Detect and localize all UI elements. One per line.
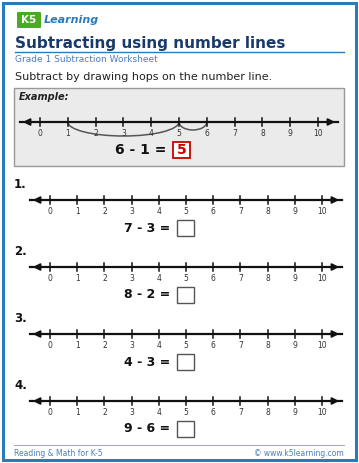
Text: 7: 7 <box>238 207 243 216</box>
Text: 9: 9 <box>288 129 293 138</box>
Text: 9: 9 <box>292 274 297 283</box>
Text: 8: 8 <box>265 408 270 417</box>
Bar <box>173 142 190 158</box>
Text: 4: 4 <box>149 129 154 138</box>
Text: 5: 5 <box>183 341 188 350</box>
Bar <box>177 421 194 437</box>
Bar <box>177 354 194 370</box>
Text: 3: 3 <box>129 207 134 216</box>
Text: 7 - 3 =: 7 - 3 = <box>124 221 175 234</box>
Text: 6 - 1 =: 6 - 1 = <box>115 143 171 157</box>
Text: 3: 3 <box>129 274 134 283</box>
Text: 0: 0 <box>47 408 52 417</box>
Text: 2: 2 <box>102 341 107 350</box>
Text: 5: 5 <box>177 143 186 157</box>
Text: 10: 10 <box>317 341 327 350</box>
Text: 8: 8 <box>265 207 270 216</box>
Text: 2.: 2. <box>14 245 27 258</box>
Text: 5: 5 <box>183 274 188 283</box>
Text: 1: 1 <box>75 207 80 216</box>
Text: 0: 0 <box>38 129 42 138</box>
Text: 1: 1 <box>65 129 70 138</box>
Text: 8: 8 <box>260 129 265 138</box>
Text: 10: 10 <box>317 408 327 417</box>
Text: 6: 6 <box>211 274 216 283</box>
Text: 2: 2 <box>93 129 98 138</box>
Text: 9 - 6 =: 9 - 6 = <box>125 423 175 436</box>
Text: 4: 4 <box>157 408 161 417</box>
Text: 6: 6 <box>211 408 216 417</box>
Text: 1: 1 <box>75 408 80 417</box>
Text: 1: 1 <box>75 274 80 283</box>
Text: Example:: Example: <box>19 92 70 102</box>
FancyBboxPatch shape <box>17 12 41 28</box>
Text: 0: 0 <box>47 207 52 216</box>
Text: 3.: 3. <box>14 312 27 325</box>
Text: K5: K5 <box>22 15 37 25</box>
Bar <box>177 287 194 303</box>
Text: 1.: 1. <box>14 178 27 191</box>
Text: 5: 5 <box>183 408 188 417</box>
Text: 3: 3 <box>121 129 126 138</box>
Text: 5: 5 <box>177 129 181 138</box>
Text: 6: 6 <box>211 207 216 216</box>
Text: 4.: 4. <box>14 379 27 392</box>
Text: 2: 2 <box>102 274 107 283</box>
Text: 4: 4 <box>157 207 161 216</box>
Text: Grade 1 Subtraction Worksheet: Grade 1 Subtraction Worksheet <box>15 55 158 64</box>
Text: 3: 3 <box>129 341 134 350</box>
Text: 6: 6 <box>211 341 216 350</box>
Text: 4: 4 <box>157 274 161 283</box>
Text: 9: 9 <box>292 341 297 350</box>
Text: 4: 4 <box>157 341 161 350</box>
Bar <box>14 88 344 166</box>
Text: 0: 0 <box>47 341 52 350</box>
Text: 8 - 2 =: 8 - 2 = <box>124 288 175 301</box>
Text: 2: 2 <box>102 207 107 216</box>
Text: 7: 7 <box>232 129 237 138</box>
Text: 4 - 3 =: 4 - 3 = <box>124 356 175 369</box>
Text: 10: 10 <box>317 207 327 216</box>
Text: 10: 10 <box>313 129 323 138</box>
Text: 5: 5 <box>183 207 188 216</box>
Text: 7: 7 <box>238 408 243 417</box>
Text: 8: 8 <box>265 341 270 350</box>
Text: 1: 1 <box>75 341 80 350</box>
Text: 2: 2 <box>102 408 107 417</box>
Text: 3: 3 <box>129 408 134 417</box>
Text: © www.k5learning.com: © www.k5learning.com <box>254 449 344 458</box>
Text: 9: 9 <box>292 408 297 417</box>
Text: 10: 10 <box>317 274 327 283</box>
Text: Learning: Learning <box>44 15 99 25</box>
Text: 6: 6 <box>204 129 209 138</box>
Text: 8: 8 <box>265 274 270 283</box>
Text: 7: 7 <box>238 341 243 350</box>
Text: 9: 9 <box>292 207 297 216</box>
Text: 7: 7 <box>238 274 243 283</box>
Text: Reading & Math for K-5: Reading & Math for K-5 <box>14 449 103 458</box>
Bar <box>177 220 194 236</box>
Text: Subtracting using number lines: Subtracting using number lines <box>15 36 285 51</box>
Text: Subtract by drawing hops on the number line.: Subtract by drawing hops on the number l… <box>15 72 272 82</box>
Text: 0: 0 <box>47 274 52 283</box>
